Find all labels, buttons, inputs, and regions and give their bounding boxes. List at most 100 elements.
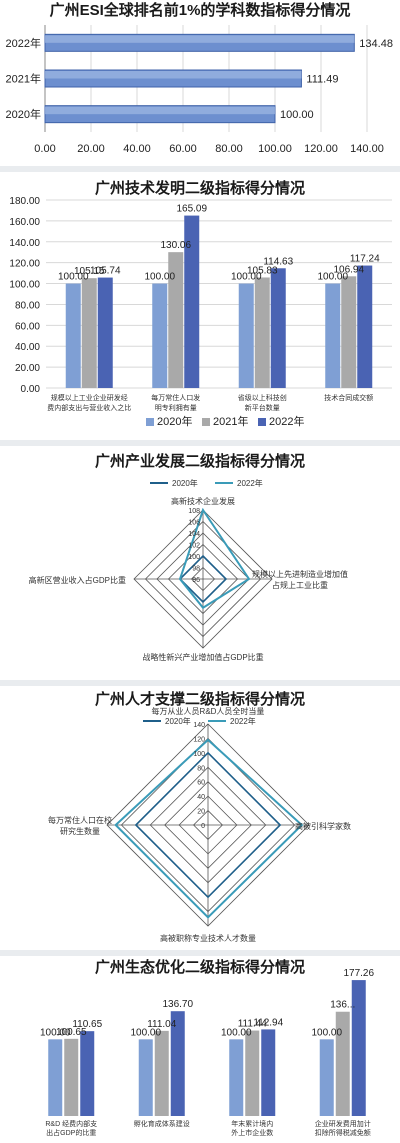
category-label: 扣除所得税减免额 xyxy=(315,1128,371,1137)
bar xyxy=(229,1039,244,1116)
y-tick-label: 140.00 xyxy=(9,238,40,249)
axis-label: 占规上工业比重 xyxy=(272,580,328,590)
tech-bar-chart: 广州技术发明二级指标得分情况 100.00105.15105.74100.001… xyxy=(9,179,392,428)
data-label: 111.44 xyxy=(238,1019,268,1030)
legend-label: 2020年 xyxy=(157,414,192,428)
y-tick-label: 100.00 xyxy=(9,280,40,291)
bar xyxy=(341,276,357,388)
category-label: 2021年 xyxy=(6,72,41,86)
legend-label: 2022年 xyxy=(269,414,304,428)
data-label: 100.00 xyxy=(231,272,262,283)
x-tick-label: 100.00 xyxy=(258,143,292,155)
esi-chart-panel: 广州ESI全球排名前1%的学科数指标得分情况 2022年 2021年 2020年 1… xyxy=(0,0,400,166)
section-divider xyxy=(0,166,400,172)
bar xyxy=(238,283,254,388)
category-label: 每万常住人口发 xyxy=(151,393,200,402)
y-tick-label: 120.00 xyxy=(9,259,40,270)
bar xyxy=(154,1030,169,1116)
category-label: 省级以上科技创 xyxy=(238,393,287,402)
category-label: 2022年 xyxy=(6,36,41,50)
bar-highlight xyxy=(45,106,275,115)
legend-swatch xyxy=(258,418,266,426)
chart-title: 广州生态优化二级指标得分情况 xyxy=(95,958,305,976)
esi-bar-chart: 广州ESI全球排名前1%的学科数指标得分情况 2022年 2021年 2020年 1… xyxy=(6,1,393,155)
category-label: 费内部支出与营业收入之比 xyxy=(47,403,131,412)
category-label: 年末累计境内 xyxy=(231,1119,273,1128)
bar xyxy=(245,1030,260,1116)
radial-tick-label: 20 xyxy=(197,809,205,816)
axis-label: 高新区营业收入占GDP比重 xyxy=(29,575,126,585)
data-label: 136... xyxy=(330,1000,355,1011)
bar xyxy=(81,278,97,388)
radial-tick-label: 0 xyxy=(201,823,205,830)
bar xyxy=(319,1039,334,1116)
data-label: 111.49 xyxy=(306,74,338,86)
tech-chart-panel: 广州技术发明二级指标得分情况 100.00 105.15 105.74 100.00 1… xyxy=(0,172,400,440)
y-tick-label: 180.00 xyxy=(9,196,40,207)
radial-tick-label: 80 xyxy=(197,765,205,772)
radial-tick-label: 108 xyxy=(188,508,200,515)
radial-tick-label: 96 xyxy=(192,577,200,584)
x-tick-label: 80.00 xyxy=(215,143,243,155)
bar xyxy=(170,1011,185,1116)
data-label: 106.94 xyxy=(333,264,364,275)
category-label: 规模以上工业企业研发经 xyxy=(51,393,128,402)
data-label: 112.94 xyxy=(253,1017,283,1028)
data-label: 165.09 xyxy=(176,204,207,215)
talent-radar-chart: 广州人才支撑二级指标得分情况 2020年 2022年 0 20 40 60 80 100 12… xyxy=(48,690,351,943)
data-label: 105.15 xyxy=(74,266,105,277)
bar xyxy=(138,1039,153,1116)
data-label: 100.00 xyxy=(130,1027,161,1038)
category-label: 企业研发费用加计 xyxy=(315,1119,371,1128)
radial-tick-label: 104 xyxy=(188,531,200,538)
data-label: 110.65 xyxy=(72,1019,102,1030)
data-label: 100.00 xyxy=(311,1027,342,1038)
y-tick-label: 160.00 xyxy=(9,217,40,228)
bar-highlight xyxy=(45,35,355,43)
legend-swatch xyxy=(202,418,210,426)
data-label: 105.83 xyxy=(247,265,278,276)
x-tick-label: 140.00 xyxy=(350,143,384,155)
legend-label: 2022年 xyxy=(230,716,256,726)
axis-label: 战略性新兴产业增加值占GDP比重 xyxy=(142,652,263,662)
axis-label: 规模以上先进制造业增加值 xyxy=(252,569,348,579)
axis-label: 高被职称专业技术人才数量 xyxy=(160,933,256,943)
legend-label: 2020年 xyxy=(165,716,191,726)
section-divider xyxy=(0,440,400,446)
bar xyxy=(64,1038,79,1116)
data-label: 100.00 xyxy=(144,272,175,283)
axis-label: 高新技术企业发展 xyxy=(171,496,235,506)
data-label: 100.00 xyxy=(280,109,314,121)
industry-chart-panel: 广州产业发展二级指标得分情况 2020年 2022年 96 98 100 102 104 1… xyxy=(0,446,400,680)
category-label: 技术合同成交额 xyxy=(324,393,373,402)
y-tick-label: 40.00 xyxy=(15,342,40,353)
bar-highlight xyxy=(45,71,302,79)
series-line xyxy=(134,751,282,899)
radial-tick-label: 98 xyxy=(192,566,200,573)
legend-swatch xyxy=(146,418,154,426)
data-label: 136.70 xyxy=(162,999,193,1010)
bar xyxy=(335,1011,350,1116)
radial-tick-label: 60 xyxy=(197,780,205,787)
data-label: 100.00 xyxy=(317,272,348,283)
chart-title: 广州技术发明二级指标得分情况 xyxy=(95,179,305,197)
category-label: 孵化育成体系建设 xyxy=(134,1119,190,1128)
bar xyxy=(184,215,200,388)
radial-tick-label: 120 xyxy=(193,736,205,743)
bar xyxy=(325,283,341,388)
category-label: R&D 经费内部支 xyxy=(45,1119,97,1128)
data-label: 111.04 xyxy=(147,1019,177,1030)
series-line xyxy=(178,507,251,610)
axis-label: 高被引科学家数 xyxy=(295,821,351,831)
bar xyxy=(254,277,270,388)
category-label: 外上市企业数 xyxy=(231,1128,273,1137)
legend-label: 2021年 xyxy=(213,414,248,428)
data-label: 130.06 xyxy=(160,240,191,251)
bar xyxy=(65,283,81,388)
radial-tick-label: 106 xyxy=(188,520,200,527)
y-tick-label: 0.00 xyxy=(21,384,41,395)
chart-title: 广州人才支撑二级指标得分情况 xyxy=(95,690,305,708)
y-tick-label: 80.00 xyxy=(15,300,40,311)
axis-label: 研究生数量 xyxy=(60,826,100,836)
industry-radar-chart: 广州产业发展二级指标得分情况 2020年 2022年 96 98 100 102 104 1… xyxy=(29,452,348,662)
